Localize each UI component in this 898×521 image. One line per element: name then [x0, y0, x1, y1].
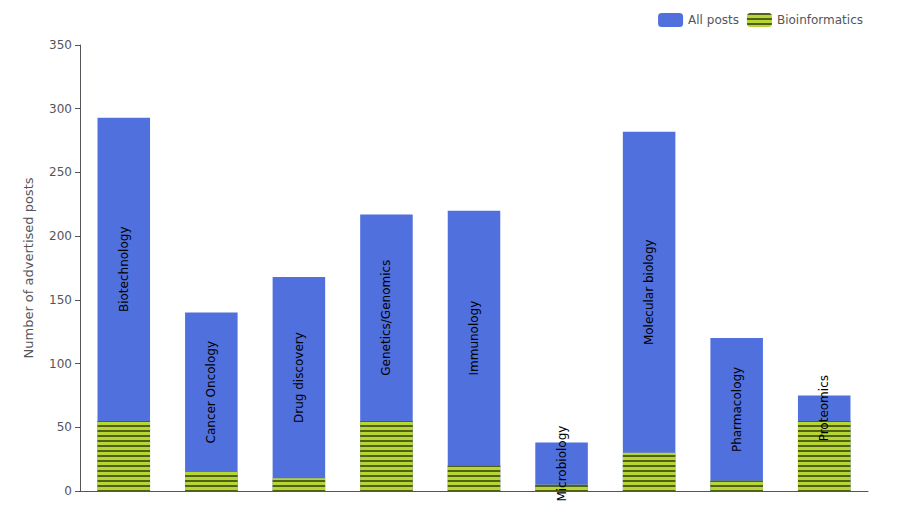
svg-text:Bioinformatics: Bioinformatics [777, 13, 863, 27]
svg-text:Molecular biology: Molecular biology [642, 239, 656, 345]
svg-text:Immunology: Immunology [467, 301, 481, 376]
svg-text:250: 250 [49, 165, 72, 179]
svg-text:100: 100 [49, 357, 72, 371]
svg-text:Biotechnology: Biotechnology [117, 227, 131, 313]
svg-text:300: 300 [49, 102, 72, 116]
svg-text:Pharmacology: Pharmacology [730, 367, 744, 452]
svg-text:0: 0 [64, 484, 72, 498]
svg-text:Drug discovery: Drug discovery [292, 332, 306, 423]
svg-text:150: 150 [49, 293, 72, 307]
svg-text:Cancer Oncology: Cancer Oncology [204, 341, 218, 443]
svg-text:200: 200 [49, 229, 72, 243]
svg-text:50: 50 [57, 420, 72, 434]
svg-text:Proteomics: Proteomics [817, 375, 831, 441]
svg-text:350: 350 [49, 38, 72, 52]
svg-text:Number of advertised posts: Number of advertised posts [21, 177, 36, 358]
svg-text:Genetics/Genomics: Genetics/Genomics [379, 260, 393, 376]
svg-text:Microbiology: Microbiology [555, 426, 569, 502]
svg-text:All posts: All posts [688, 13, 739, 27]
